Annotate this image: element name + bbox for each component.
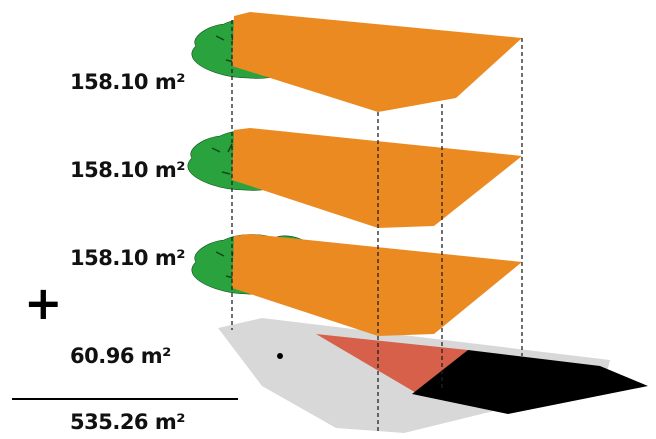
sum-divider-line	[12, 398, 238, 400]
floor-1-area-label: 158.10 m²	[70, 70, 185, 94]
floor-plate	[232, 234, 522, 336]
ground-marker-dot	[277, 353, 283, 359]
ground-level	[218, 318, 648, 433]
plus-sign: +	[24, 276, 63, 330]
ground-area-label: 60.96 m²	[70, 344, 171, 368]
floor-plate	[232, 12, 522, 112]
floor-2	[187, 128, 522, 228]
floor-3	[191, 234, 522, 336]
total-area-label: 535.26 m²	[70, 410, 185, 434]
ground-built-area-red	[316, 334, 468, 394]
floor-2-area-label: 158.10 m²	[70, 158, 185, 182]
guide-lines	[231, 20, 523, 432]
floor-1	[191, 12, 522, 112]
ground-built-area-black	[412, 350, 648, 414]
floor-plate	[232, 128, 522, 228]
floor-3-area-label: 158.10 m²	[70, 246, 185, 270]
